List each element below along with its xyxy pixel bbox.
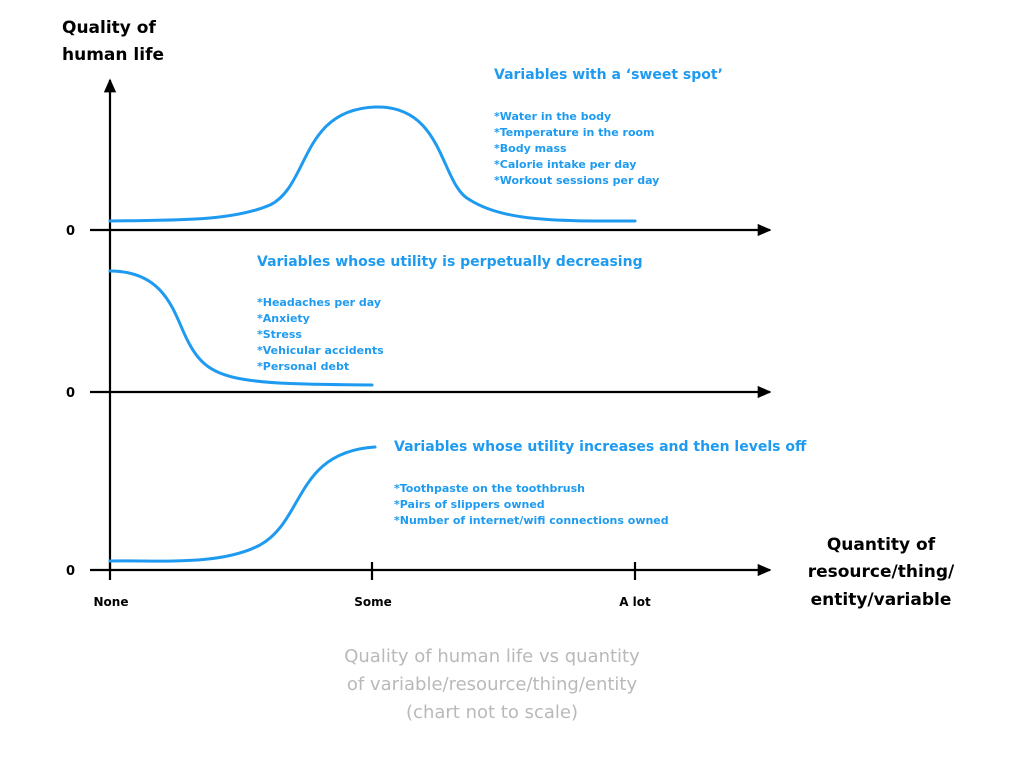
sweet-spot-curve [108, 105, 637, 223]
decreasing-item: *Vehicular accidents [257, 344, 384, 357]
sweet-spot-item: *Temperature in the room [494, 126, 655, 139]
caption-line-2: of variable/resource/thing/entity [347, 674, 638, 695]
sweet-spot-item: *Calorie intake per day [494, 158, 636, 171]
levels-off-item: *Number of internet/wifi connections own… [394, 514, 669, 527]
levels-off-curve [108, 445, 377, 563]
decreasing-curve [108, 269, 374, 387]
decreasing-item: *Personal debt [257, 360, 349, 373]
caption-line-1: Quality of human life vs quantity [344, 646, 640, 667]
zero-label-top: 0 [66, 224, 75, 239]
sweet-spot-item: *Workout sessions per day [494, 174, 659, 187]
y-axis-title-line-1: Quality of [62, 18, 156, 38]
x-tick-label-a-lot: A lot [619, 595, 651, 609]
decreasing-item: *Headaches per day [257, 296, 381, 309]
sweet-spot-title: Variables with a ‘sweet spot’ [494, 67, 723, 83]
x-axis-title-line-2: resource/thing/ [808, 562, 955, 582]
zero-label-bottom: 0 [66, 564, 75, 579]
decreasing-item: *Anxiety [257, 312, 310, 325]
zero-label-middle: 0 [66, 386, 75, 401]
x-tick-label-some: Some [354, 595, 392, 609]
sweet-spot-item: *Water in the body [494, 110, 611, 123]
caption-line-3: (chart not to scale) [406, 702, 578, 723]
levels-off-item: *Pairs of slippers owned [394, 498, 545, 511]
x-axis-title-line-3: entity/variable [811, 590, 952, 610]
x-axis-title-line-1: Quantity of [827, 535, 936, 555]
levels-off-item: *Toothpaste on the toothbrush [394, 482, 585, 495]
y-axis-title-line-2: human life [62, 45, 164, 65]
decreasing-item: *Stress [257, 328, 302, 341]
sweet-spot-item: *Body mass [494, 142, 567, 155]
decreasing-title: Variables whose utility is perpetually d… [257, 254, 643, 270]
x-tick-label-none: None [94, 595, 129, 609]
levels-off-title: Variables whose utility increases and th… [394, 439, 807, 455]
